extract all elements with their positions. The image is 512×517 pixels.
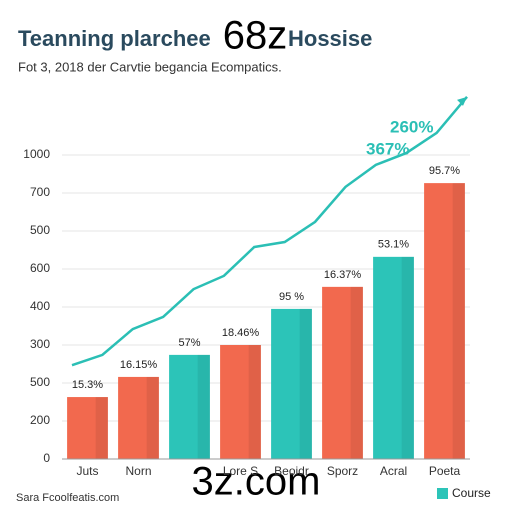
bar bbox=[220, 345, 261, 459]
chart-title-tail: Hossise bbox=[288, 26, 372, 51]
bar-annotation: 53.1% bbox=[378, 239, 409, 251]
legend-swatch bbox=[437, 488, 448, 499]
legend-label: Course bbox=[452, 486, 491, 500]
bar bbox=[322, 286, 363, 459]
bar-shade bbox=[95, 397, 108, 459]
bar-annotation: 95.7% bbox=[429, 165, 460, 177]
bar-annotation: 16.15% bbox=[120, 359, 158, 371]
y-tick-label: 300 bbox=[30, 337, 50, 351]
y-tick-label: 0 bbox=[43, 451, 50, 465]
bar bbox=[373, 256, 414, 459]
bar-annotation: 95 % bbox=[279, 291, 304, 303]
chart-title: Teanning plarchee bbox=[18, 26, 211, 51]
bar-annotation: 16.37% bbox=[324, 269, 362, 281]
arrow-head bbox=[457, 96, 467, 106]
y-tick-label: 200 bbox=[30, 413, 50, 427]
bar-annotation: 15.3% bbox=[72, 379, 103, 391]
bar-shade bbox=[452, 183, 465, 459]
x-tick-label: Norn bbox=[125, 464, 151, 478]
y-tick-label: 500 bbox=[30, 375, 50, 389]
bar-shade bbox=[299, 308, 312, 459]
trend-line bbox=[71, 96, 468, 367]
bar-shade bbox=[146, 376, 159, 459]
bar-shade bbox=[197, 354, 210, 459]
x-tick-label: Juts bbox=[76, 464, 98, 478]
line-annotation: 367% bbox=[366, 139, 409, 158]
bar-shade bbox=[401, 256, 414, 459]
x-tick-label: Acral bbox=[380, 464, 407, 478]
y-tick-label: 600 bbox=[30, 261, 50, 275]
x-tick-label: Beoidr bbox=[274, 464, 309, 478]
subtitle: Fot 3, 2018 der Carvtie begancia Ecompat… bbox=[18, 59, 282, 74]
x-tick-label: Sporz bbox=[327, 464, 358, 478]
x-tick-label: Lore S bbox=[223, 464, 258, 478]
bar bbox=[271, 308, 312, 459]
line-annotation: 260% bbox=[390, 117, 433, 136]
source: Sara Fcoolfeatis.com bbox=[16, 492, 119, 504]
y-tick-label: 1000 bbox=[23, 147, 50, 161]
bar-shade bbox=[248, 345, 261, 459]
watermark: 68z bbox=[223, 14, 288, 58]
y-tick-label: 500 bbox=[30, 223, 50, 237]
y-tick-label: 400 bbox=[30, 299, 50, 313]
bar bbox=[424, 183, 465, 459]
watermark: 3z.com bbox=[192, 460, 321, 504]
bar-shade bbox=[350, 286, 363, 459]
bar-annotation: 18.46% bbox=[222, 327, 260, 339]
bar bbox=[67, 397, 108, 459]
bar bbox=[118, 376, 159, 459]
bar-annotation: 57% bbox=[178, 337, 200, 349]
bar bbox=[169, 354, 210, 459]
y-tick-label: 700 bbox=[30, 185, 50, 199]
x-tick-label: Poeta bbox=[429, 464, 461, 478]
